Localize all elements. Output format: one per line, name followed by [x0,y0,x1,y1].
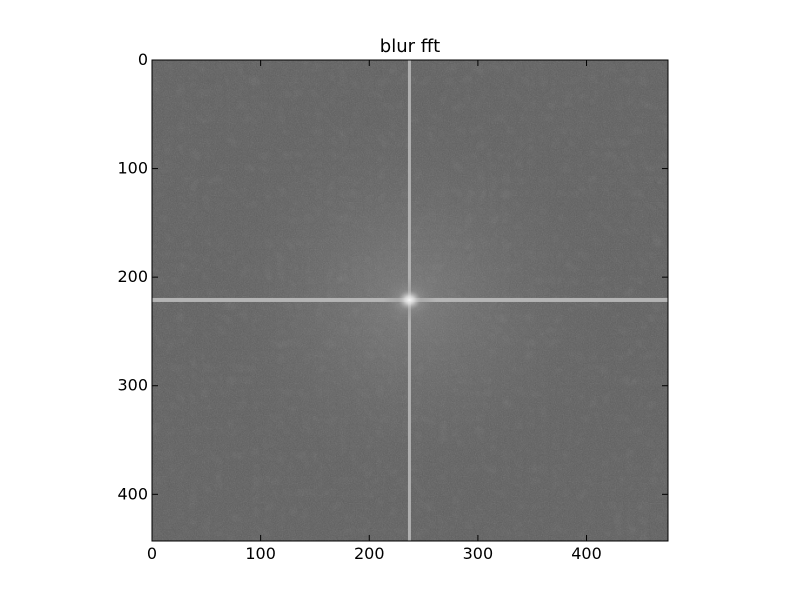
x-tick-label: 100 [245,544,276,563]
x-tick-label: 0 [147,544,157,563]
x-axis: 0 100 200 300 400 [147,60,602,563]
chart-title: blur fft [380,36,440,57]
x-tick-label: 200 [354,544,385,563]
axes-frame [151,59,669,542]
fft-center-peak [383,277,436,322]
y-tick-label: 400 [117,484,148,503]
y-axis: 0 100 200 300 400 [117,50,668,503]
x-tick-label: 300 [463,544,494,563]
y-tick-label: 100 [117,159,148,178]
y-tick-label: 300 [117,376,148,395]
y-tick-label: 0 [138,50,148,69]
plot-area [152,60,668,541]
x-tick-label: 400 [571,544,602,563]
y-tick-label: 200 [117,267,148,286]
